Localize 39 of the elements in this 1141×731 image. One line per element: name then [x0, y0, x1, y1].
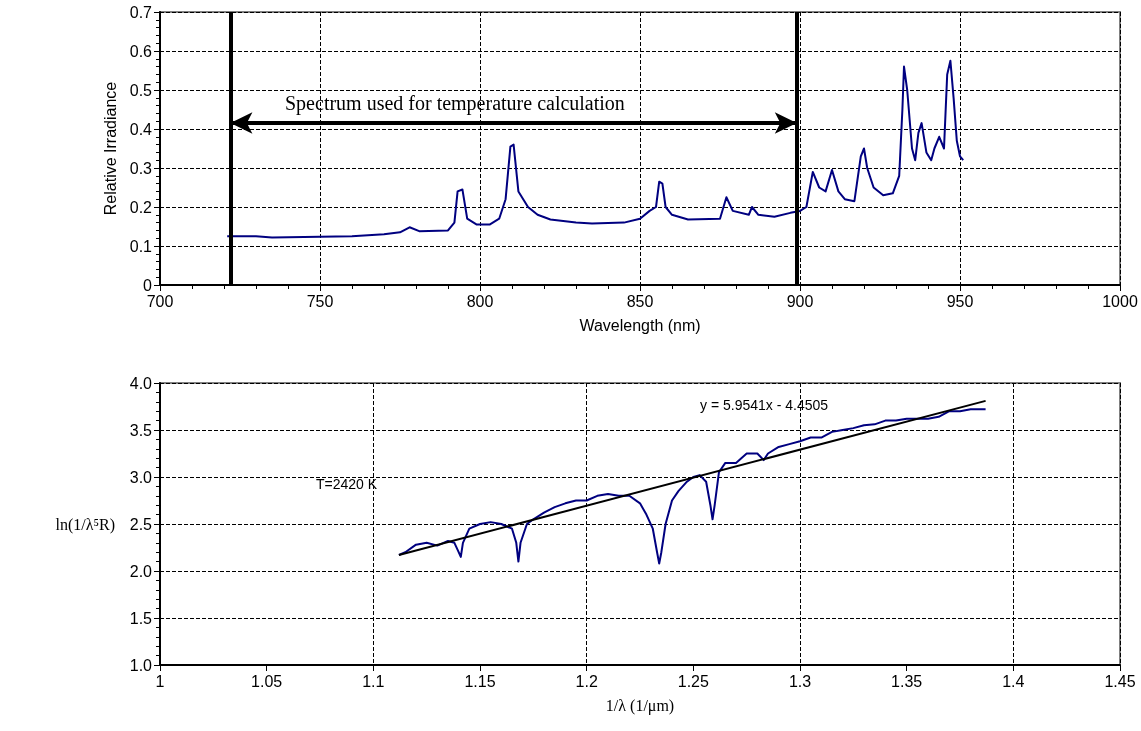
annotation: Spectrum used for temperature calculation	[285, 92, 625, 115]
y-axis-title: ln(1/λ⁵R)	[55, 515, 115, 534]
x-tick-label: 700	[146, 292, 174, 310]
y-tick-label: 0.6	[129, 42, 153, 60]
y-tick-label: 4.0	[129, 374, 153, 392]
x-tick-label: 1.1	[362, 672, 385, 690]
x-tick-label: 1.45	[1104, 672, 1136, 690]
x-tick-label: 1000	[1102, 292, 1138, 310]
x-tick-label: 750	[306, 292, 334, 310]
y-tick-label: 0.4	[129, 120, 153, 138]
y-tick-label: 0	[143, 276, 153, 294]
x-tick-label: 1.35	[891, 672, 923, 690]
line-series	[226, 59, 965, 239]
y-tick-label: 3.0	[129, 468, 153, 486]
y-tick-label: 0.5	[129, 81, 153, 99]
y-tick-label: 0.3	[129, 159, 153, 177]
x-tick-label: 1.3	[788, 672, 812, 690]
x-tick-label: 1.4	[1002, 672, 1025, 690]
x-tick-label: 1.2	[575, 672, 598, 690]
y-tick-label: 1.5	[129, 609, 153, 627]
y-tick-label: 2.5	[129, 515, 153, 533]
y-tick-label: 1.0	[129, 656, 153, 674]
x-tick-label: 900	[786, 292, 814, 310]
y-tick-label: 2.0	[129, 562, 153, 580]
x-tick-label: 1.15	[464, 672, 496, 690]
x-tick-label: 1.25	[677, 672, 710, 690]
y-axis-title: Relative Irradiance	[101, 81, 119, 216]
x-tick-label: 1	[155, 672, 165, 690]
x-axis-title: Wavelength (nm)	[579, 316, 701, 334]
x-axis-title: 1/λ (1/μm)	[605, 696, 675, 715]
x-tick-label: 800	[466, 292, 494, 310]
y-tick-label: 3.5	[129, 421, 153, 439]
x-tick-label: 1.05	[251, 672, 283, 690]
y-tick-label: 0.1	[129, 237, 153, 255]
x-tick-label: 950	[946, 292, 974, 310]
x-tick-label: 850	[626, 292, 654, 310]
y-tick-label: 0.7	[129, 3, 153, 21]
y-tick-label: 0.2	[129, 198, 153, 216]
annotation: y = 5.9541x - 4.4505	[700, 397, 829, 413]
